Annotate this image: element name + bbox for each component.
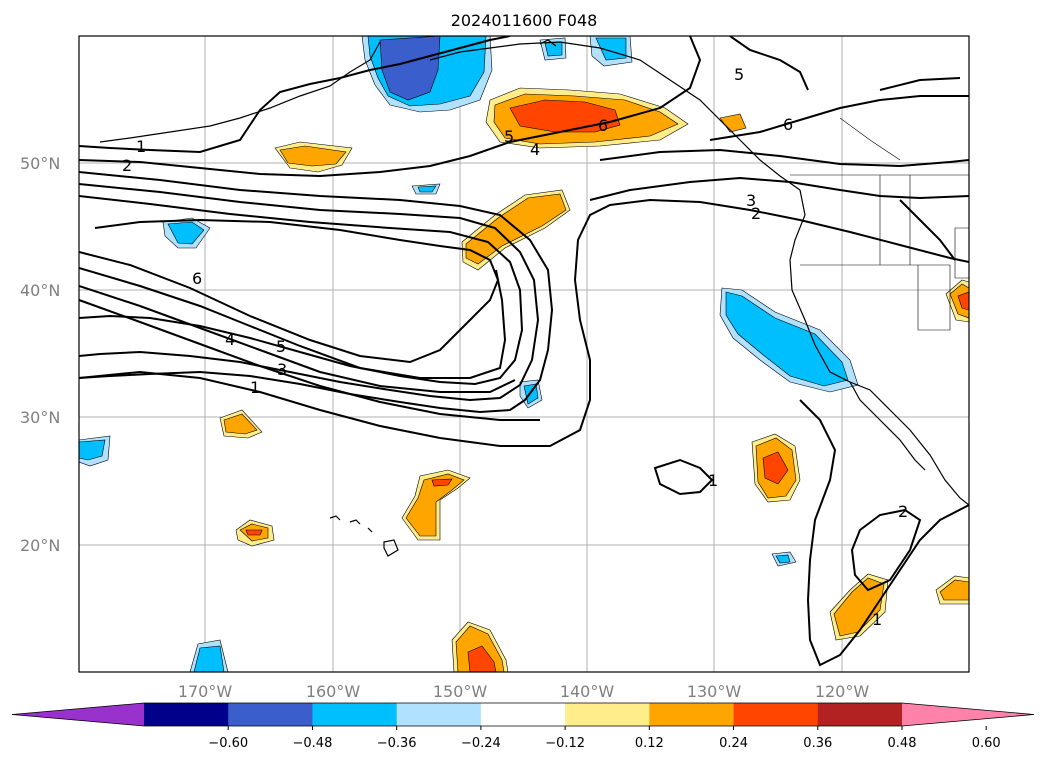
contour-label: 1	[872, 610, 882, 629]
colorbar-segment	[649, 703, 735, 726]
contour-2-loop	[850, 508, 922, 592]
colorbar-extend-low	[12, 703, 144, 726]
contour-label: 1	[136, 137, 146, 156]
colorbar-tick-label: −0.12	[545, 736, 585, 751]
contour-label: 6	[783, 115, 793, 134]
lon-label: 120°W	[815, 682, 870, 701]
lat-label: 20°N	[20, 536, 60, 555]
lon-label: 140°W	[560, 682, 615, 701]
colorbar-tick-label: −0.24	[461, 736, 501, 751]
latitude-labels: 50°N 40°N 30°N 20°N	[20, 154, 60, 555]
colorbar-tick-label: 0.36	[803, 736, 832, 751]
coastlines	[99, 39, 969, 557]
contour-label: 3	[746, 191, 756, 210]
colorbar-tick-label: −0.36	[377, 736, 417, 751]
colorbar-extend-high	[902, 703, 1034, 726]
colorbar-tick-label: −0.48	[293, 736, 333, 751]
lon-label: 170°W	[178, 682, 233, 701]
contour-5-top	[729, 36, 809, 91]
map-frame	[78, 35, 970, 673]
colorbar-segment	[733, 703, 819, 726]
contour-1-loop	[653, 458, 714, 496]
contour-label: 4	[530, 140, 540, 159]
colorbar-tick-label: 0.24	[719, 736, 748, 751]
lat-label: 40°N	[20, 281, 60, 300]
colorbar-segment	[565, 703, 650, 726]
hawaii-islands	[329, 515, 399, 557]
colorbar-tick-label: 0.48	[888, 736, 917, 751]
colorbar-tick-label: 0.60	[972, 736, 1001, 751]
colorbar-segment	[228, 703, 313, 726]
colorbar: −0.60 −0.48 −0.36 −0.24 −0.12 0.12 0.24 0.36 0.4…	[11, 702, 1035, 751]
contour-label: 6	[192, 269, 202, 288]
contour-label: 2	[751, 204, 761, 223]
colorbar-segment	[312, 703, 398, 726]
contour-label: 3	[277, 360, 287, 379]
longitude-labels: 170°W 160°W 150°W 140°W 130°W 120°W	[178, 682, 870, 701]
contour-lines	[79, 36, 969, 667]
colorbar-tick-label: −0.60	[208, 736, 248, 751]
colorbar-segment	[480, 703, 566, 726]
colorbar-tick-label: 0.12	[635, 736, 664, 751]
colorbar-outline	[11, 702, 1035, 727]
lon-label: 150°W	[433, 682, 488, 701]
contour-1-east	[799, 399, 969, 667]
contour-label: 5	[734, 65, 744, 84]
contour-east-3	[589, 176, 969, 201]
lon-label: 130°W	[687, 682, 742, 701]
contour-label: 1	[708, 471, 718, 490]
map-title: 2024011600 F048	[451, 11, 598, 30]
lat-label: 50°N	[20, 154, 60, 173]
lat-label: 30°N	[20, 408, 60, 427]
contour-2	[79, 171, 554, 414]
lon-label: 160°W	[306, 682, 361, 701]
contour-1-north	[79, 36, 511, 154]
contour-label-group: 1 2 6 4 5 3 1 5 4 6 5 6 3 2 1 2 1	[122, 65, 908, 629]
colorbar-segment	[144, 703, 229, 726]
shaded-anomalies	[79, 36, 969, 672]
contour-label: 2	[898, 502, 908, 521]
contour-label: 6	[598, 116, 608, 135]
contour-label: 5	[504, 127, 514, 146]
contour-label: 4	[225, 330, 235, 349]
colorbar-segment	[396, 703, 482, 726]
north-america-coast	[789, 189, 969, 506]
colorbar-segment	[817, 703, 903, 726]
contour-label: 2	[122, 156, 132, 175]
alaska-coast	[99, 41, 381, 143]
contour-label: 5	[276, 337, 286, 356]
political-borders	[790, 117, 969, 331]
contour-label: 1	[250, 378, 260, 397]
